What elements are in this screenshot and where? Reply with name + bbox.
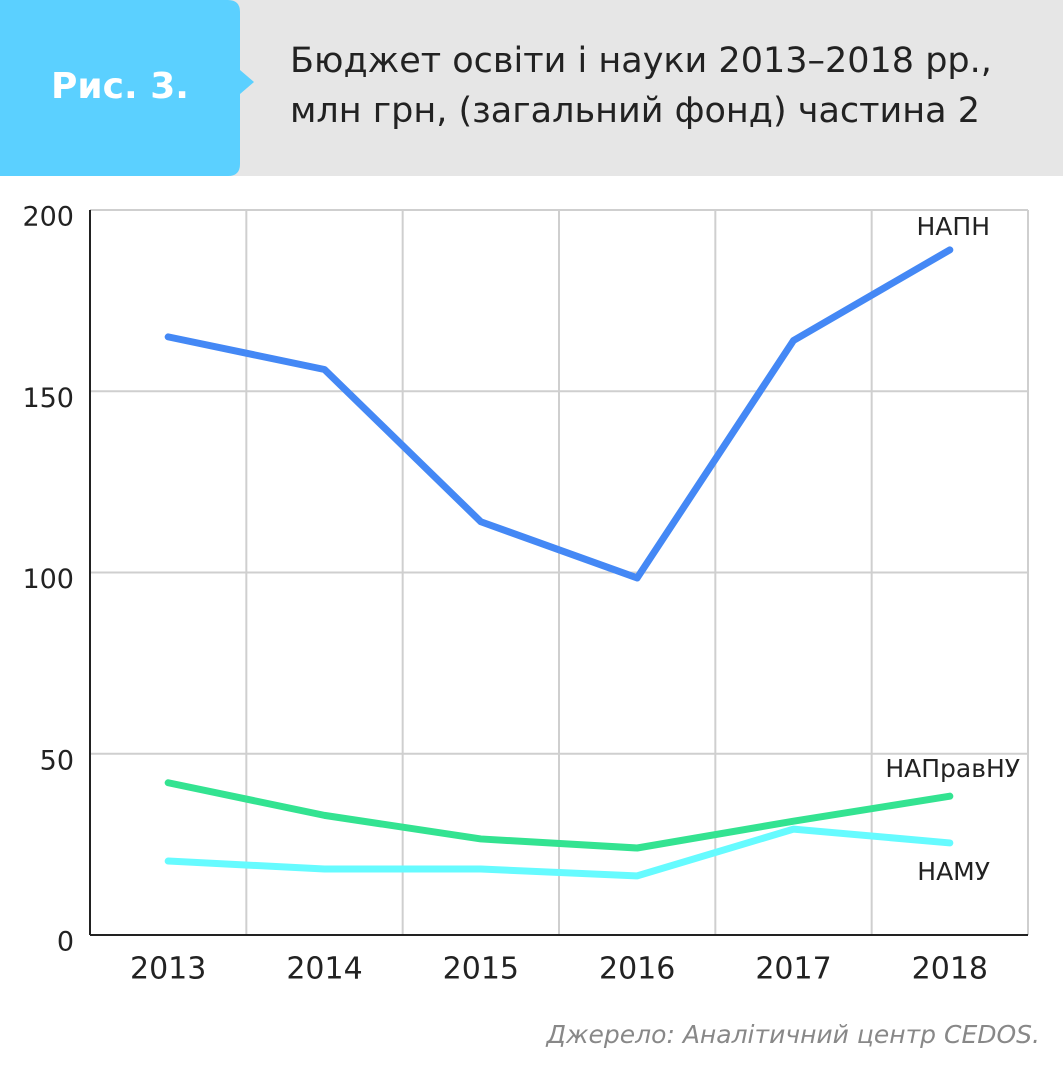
x-tick-label: 2015 xyxy=(443,952,519,987)
data-line xyxy=(164,246,954,582)
series-label: НАМУ xyxy=(917,857,990,886)
figure-label-box xyxy=(0,0,254,176)
x-tick-label: 2016 xyxy=(599,952,675,987)
series-label: НАПравНУ xyxy=(885,754,1020,783)
chart-title: Бюджет освіти і науки 2013–2018 рр., xyxy=(290,41,992,81)
x-tick-label: 2018 xyxy=(912,952,988,987)
y-tick-label: 150 xyxy=(22,383,74,414)
x-tick-label: 2017 xyxy=(755,952,831,987)
x-tick-label: 2014 xyxy=(286,952,362,987)
source-note: Джерело: Аналітичний центр CEDOS. xyxy=(545,1020,1040,1049)
data-line xyxy=(164,825,954,880)
y-tick-label: 200 xyxy=(22,202,74,233)
data-line xyxy=(164,779,954,852)
series-label: НАПН xyxy=(917,212,991,241)
y-tick-label: 100 xyxy=(22,564,74,595)
y-tick-label: 0 xyxy=(57,927,74,958)
figure-label: Рис. 3. xyxy=(51,66,189,107)
chart-title: млн грн, (загальний фонд) частина 2 xyxy=(290,91,980,131)
y-tick-label: 50 xyxy=(40,745,74,776)
x-tick-label: 2013 xyxy=(130,952,206,987)
